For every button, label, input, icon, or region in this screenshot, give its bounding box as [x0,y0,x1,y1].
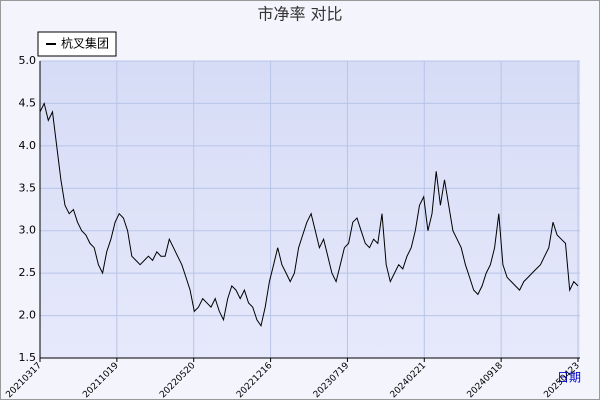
series-line [39,101,579,328]
legend-label: 杭叉集团 [61,36,109,51]
y-tick-label: 5.0 [19,54,37,67]
y-tick-label: 3.5 [19,181,37,194]
y-tick-label: 4.5 [19,96,37,109]
y-tick-label: 4.0 [19,139,37,152]
legend: 杭叉集团 [37,31,117,57]
y-tick-label: 2.5 [19,266,37,279]
y-tick-label: 1.5 [19,351,37,364]
y-tick-label: 2.0 [19,309,37,322]
y-tick-label: 3.0 [19,224,37,237]
chart-title: 市净率 对比 [257,5,342,24]
x-axis-label: 日期 [557,371,581,385]
plot-area [40,61,580,358]
